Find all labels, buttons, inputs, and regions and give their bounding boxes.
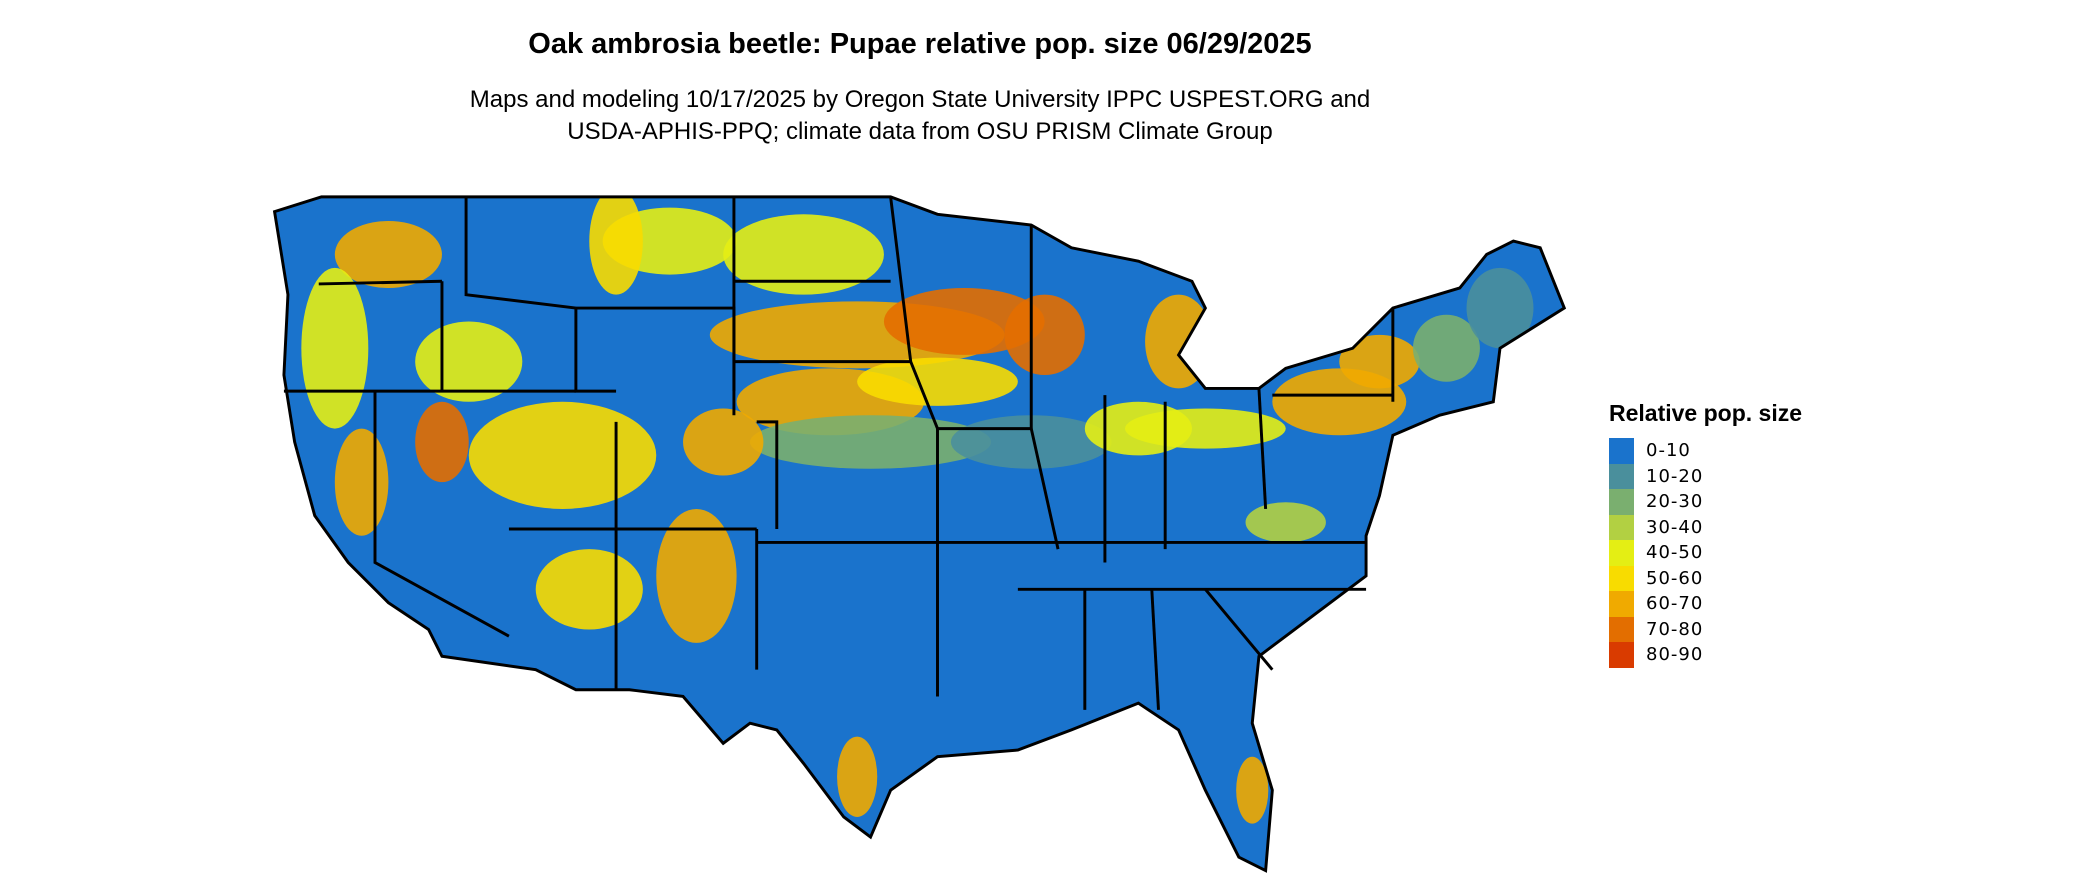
population-region <box>1339 334 1420 389</box>
legend-item: 20-30 <box>1609 489 1802 515</box>
state-boundary <box>1204 588 1274 671</box>
legend-label: 40-50 <box>1646 542 1704 564</box>
legend-swatch <box>1609 591 1634 617</box>
legend-item: 30-40 <box>1609 514 1802 540</box>
state-boundaries <box>273 195 1566 873</box>
population-region <box>883 287 1045 355</box>
legend-item: 50-60 <box>1609 565 1802 591</box>
legend-swatch <box>1609 514 1634 540</box>
population-region <box>589 196 643 295</box>
legend-swatch <box>1609 438 1634 464</box>
legend-label: 10-20 <box>1646 465 1704 487</box>
legend-item: 10-20 <box>1609 463 1802 489</box>
map-title: Oak ambrosia beetle: Pupae relative pop.… <box>528 28 1312 60</box>
legend-label: 30-40 <box>1646 516 1704 538</box>
legend-swatch <box>1609 540 1634 566</box>
population-region <box>750 415 992 469</box>
legend-swatch <box>1609 565 1634 591</box>
population-region <box>683 408 764 476</box>
population-region <box>723 214 884 295</box>
population-region <box>837 736 878 817</box>
population-region <box>857 357 1018 406</box>
legend-item: 60-70 <box>1609 591 1802 617</box>
state-boundary <box>889 196 939 543</box>
state-boundary <box>464 196 577 310</box>
legend-swatch <box>1609 616 1634 642</box>
legend-item: 70-80 <box>1609 616 1802 642</box>
state-boundary <box>1257 388 1268 510</box>
state-boundary <box>574 308 617 393</box>
legend-item: 40-50 <box>1609 540 1802 566</box>
state-boundary <box>1150 589 1160 710</box>
legend-label: 20-30 <box>1646 491 1704 513</box>
population-region <box>1466 267 1534 349</box>
population-region <box>415 401 469 483</box>
population-region <box>1245 502 1326 543</box>
state-boundary <box>373 391 510 638</box>
map-subtitle-line-1: Maps and modeling 10/17/2025 by Oregon S… <box>469 86 1371 113</box>
population-region <box>334 428 389 536</box>
state-boundary <box>756 420 779 530</box>
population-region <box>1412 314 1480 382</box>
legend-item: 0-10 <box>1609 438 1802 464</box>
legend-label: 80-90 <box>1646 644 1704 666</box>
legend-label: 0-10 <box>1646 440 1691 462</box>
legend-label: 60-70 <box>1646 593 1704 615</box>
population-region <box>1145 294 1213 389</box>
population-region <box>1236 756 1269 824</box>
legend-label: 50-60 <box>1646 567 1704 589</box>
legend: Relative pop. size 0-10 10-20 20-30 30-40 40… <box>1609 400 1802 668</box>
state-boundary <box>318 279 442 286</box>
legend-label: 70-80 <box>1646 618 1704 640</box>
map-subtitle-line-2: USDA-APHIS-PPQ; climate data from OSU PR… <box>567 118 1273 145</box>
legend-swatch <box>1609 463 1634 489</box>
population-region <box>301 267 369 429</box>
legend-title: Relative pop. size <box>1609 400 1803 426</box>
population-region <box>468 401 657 509</box>
legend-item: 80-90 <box>1609 642 1802 668</box>
legend-swatch <box>1609 489 1634 515</box>
population-region <box>656 508 737 643</box>
population-region <box>1004 294 1085 376</box>
population-region <box>334 221 442 288</box>
legend-swatch <box>1609 642 1634 668</box>
population-region <box>535 549 643 630</box>
